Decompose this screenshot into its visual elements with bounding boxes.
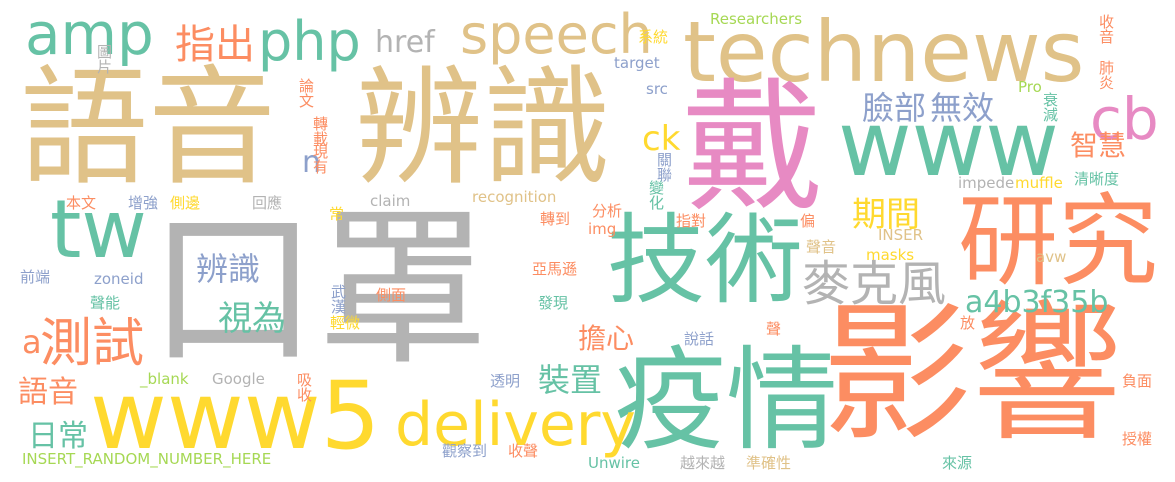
word-guanlian: 關聯 [655,152,673,182]
word-feiyan: 肺炎 [1097,60,1115,90]
word-shuohua: 說話 [684,330,715,348]
word-claim: claim [370,192,411,210]
word-tw: tw [50,183,147,276]
word-src: src [646,80,668,98]
word-zhihui: 智慧 [1070,129,1127,162]
word-impede: impede [958,174,1015,192]
word-technews: technews [683,3,1085,101]
word-php: php [258,10,361,73]
word-cemian: 側面 [376,286,407,304]
word-muffle: muffle [1015,174,1063,192]
word-faxian: 發現 [538,294,569,312]
word-yuelaiyue: 越來越 [680,454,726,472]
word-yiqing: 疫情 [614,336,838,466]
word-cebian: 側邊 [170,194,201,212]
word-danxin: 擔心 [578,322,635,355]
word-chang: 常 [327,206,345,221]
word-www: www [838,92,1059,197]
word-shouquan: 授權 [1122,430,1153,448]
word-richang: 日常 [28,419,88,454]
word-guanchadao: 觀察到 [442,442,488,460]
word-qingwei: 輕微 [330,314,361,332]
word-href: href [375,25,435,60]
word-a: a [22,323,42,361]
word-pro: Pro [1018,78,1042,96]
word-zhunquexing: 準確性 [746,454,792,472]
word-blank: _blank [140,370,189,388]
word-qijian: 期間 [852,195,920,235]
word-shengyin: 聲音 [806,238,837,256]
word-zhuangzhi: 裝置 [538,361,603,399]
word-lianbu: 臉部 [862,89,927,127]
word-qingxidu: 清晰度 [1074,170,1120,188]
word-tupian: 圖片 [95,44,113,74]
word-fenxi: 分析 [592,202,623,220]
word-shouyin: 收音 [1097,14,1115,44]
word-sheng: 聲 [766,320,782,338]
word-speech: speech [460,3,653,66]
word-yuyin-large: 語音 [20,54,277,203]
word-yuyin-small: 語音 [18,375,78,410]
word-huiying: 回應 [252,194,283,212]
word-yamaxun: 亞馬遜 [532,260,578,278]
word-zengqiang: 增強 [128,194,159,212]
word-www5: www5 [90,362,381,471]
word-cb: cb [1090,85,1159,153]
word-xianyou: 現有 [311,144,329,174]
word-unwire: Unwire [588,454,640,472]
word-xishou: 吸收 [295,372,313,402]
word-pian: 偏 [800,212,816,230]
word-dai: 戴 [682,66,824,231]
word-zhichu: 指出 [175,22,255,68]
word-masks: masks [866,246,915,264]
word-jishu: 技術 [607,204,804,318]
word-kouzhao: 口罩 [148,191,489,389]
word-recognition: recognition [472,188,557,206]
word-maikefeng: 麥克風 [802,256,947,312]
word-lunwen: 論文 [297,78,315,108]
word-bianshi-small: 辨識 [196,250,261,288]
word-zhuandao: 轉到 [540,210,571,228]
word-shengneng: 聲能 [90,294,121,312]
word-shiwei: 視為 [218,299,286,339]
word-laiyuan: 來源 [942,454,973,472]
word-avw: avw [1036,248,1067,266]
word-inser: INSER [878,226,924,244]
word-zhidui: 指對 [676,212,707,230]
word-touming: 透明 [490,372,521,390]
word-yingxiang: 影響 [822,288,1123,462]
word-insert-random: INSERT_RANDOM_NUMBER_HERE [22,450,272,468]
word-bianshi-large: 辨識 [355,54,612,203]
word-ceshi: 測試 [40,314,145,374]
word-zoneid: zoneid [94,270,144,288]
word-n: n [302,145,322,180]
word-benwen: 本文 [66,194,97,212]
word-delivery: delivery [395,390,636,460]
word-yanjiu: 研究 [958,183,1158,300]
word-google: Google [212,370,265,388]
word-researchers: Researchers [710,10,803,28]
word-ck: ck [642,119,681,159]
word-wuxiao: 無效 [930,89,995,127]
word-amp: amp [25,0,154,68]
word-shuaijian: 衰減 [1041,92,1059,122]
word-fumian: 負面 [1122,372,1153,390]
word-shousheng: 收聲 [508,442,539,460]
word-img: img [588,220,617,238]
word-qianduan: 前端 [20,268,51,286]
word-a4b3f35b: a4b3f35b [965,285,1109,320]
word-wuhan: 武漢 [329,284,347,314]
word-bianhua: 變化 [647,180,665,210]
word-fang: 放 [960,314,976,332]
word-zhuanzai: 轉載 [311,116,329,146]
word-target: target [614,54,660,72]
word-xitong: 系統 [638,28,669,46]
